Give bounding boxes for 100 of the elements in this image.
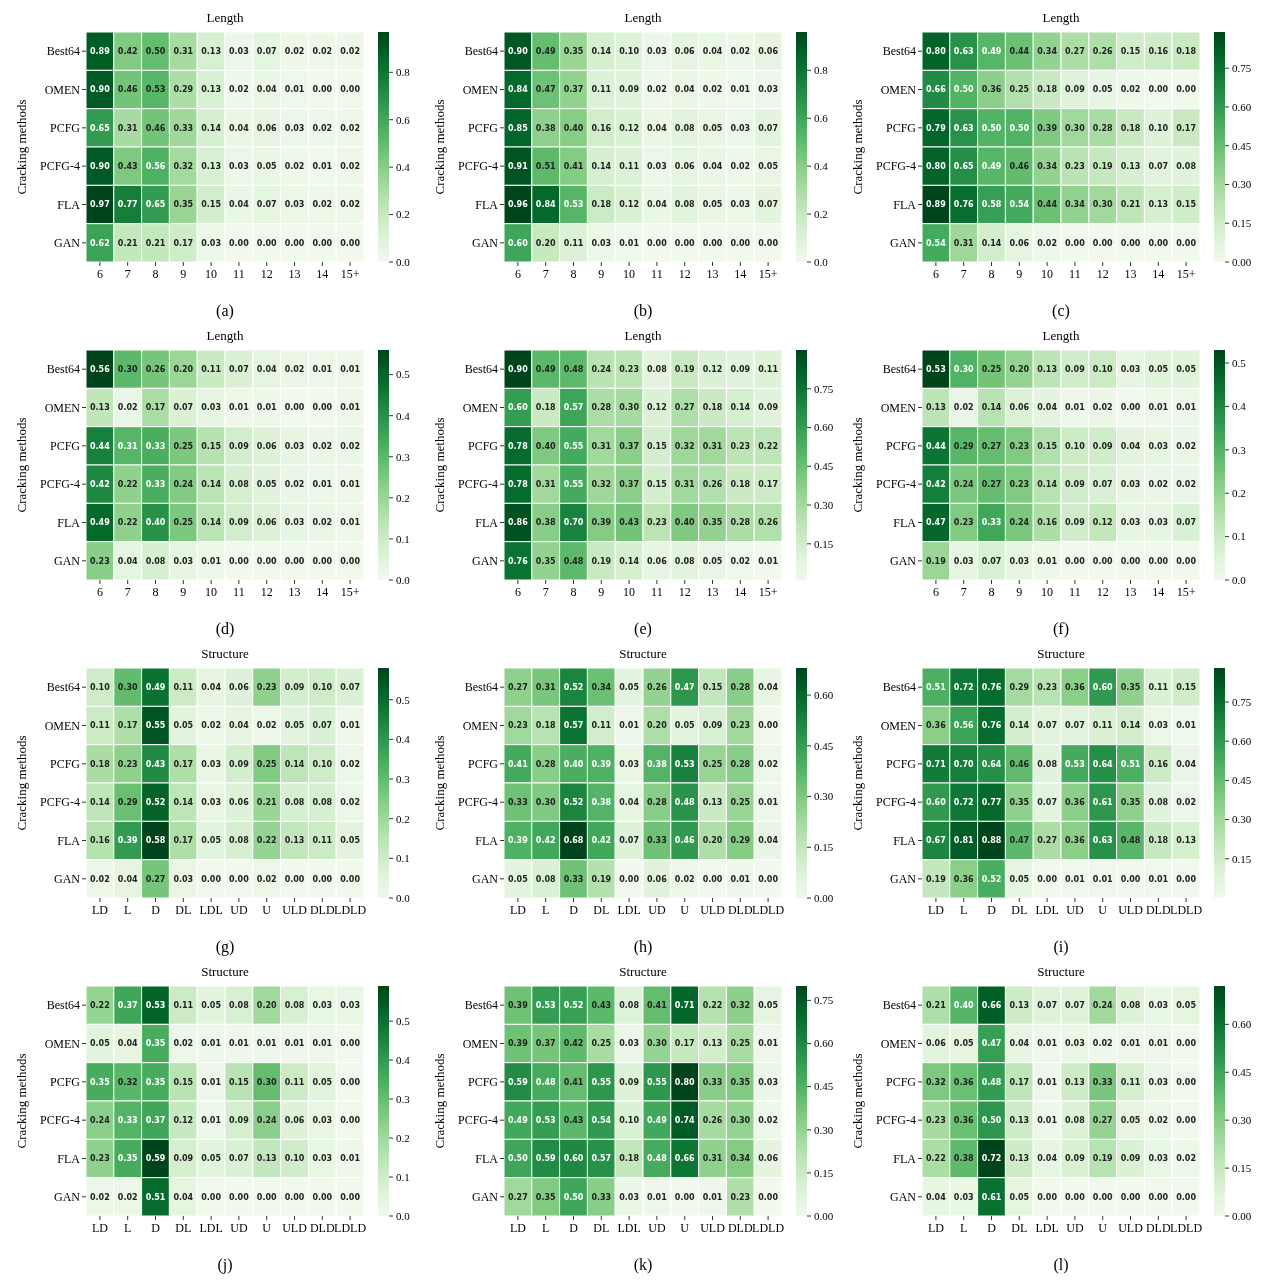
data-label: 0.12 <box>702 364 723 374</box>
data-label: 0.38 <box>591 797 612 807</box>
color-bar-label: 0.0 <box>396 255 411 268</box>
data-label: 0.01 <box>340 479 361 489</box>
color-bar-label: 0.75 <box>814 382 834 395</box>
y-tick-label: OMEN <box>880 400 917 415</box>
y-tick-label: GAN <box>890 872 917 887</box>
y-axis-title: Cracking methods <box>432 99 447 195</box>
data-label: 0.09 <box>1065 364 1086 374</box>
text: (j) <box>217 1256 233 1274</box>
data-label: 0.07 <box>1065 1000 1085 1010</box>
data-label: 0.02 <box>284 364 305 374</box>
data-label: 0.51 <box>926 682 947 692</box>
data-label: 0.34 <box>730 1154 751 1164</box>
data-label: 0.59 <box>145 1154 166 1164</box>
data-label: 0.09 <box>758 403 779 413</box>
data-label: 0.71 <box>926 759 947 769</box>
data-label: 0.05 <box>1092 85 1113 95</box>
data-label: 0.78 <box>508 479 529 489</box>
data-label: 0.01 <box>730 874 751 884</box>
color-bar-label: 0.8 <box>814 64 829 77</box>
data-label: 0.41 <box>563 161 584 171</box>
data-label: 0.31 <box>117 123 138 133</box>
data-label: 0.20 <box>535 238 556 248</box>
x-tick-label: 13 <box>288 585 301 599</box>
data-label: 0.06 <box>1009 238 1030 248</box>
data-label: 0.06 <box>1009 403 1030 413</box>
data-label: 0.42 <box>563 1039 584 1049</box>
data-label: 0.60 <box>508 238 529 248</box>
data-label: 0.11 <box>201 364 222 374</box>
color-bar-label: 0.00 <box>1232 1209 1252 1222</box>
data-label: 0.28 <box>730 518 751 528</box>
data-label: 0.04 <box>1009 1039 1030 1049</box>
data-label: 0.02 <box>1148 479 1169 489</box>
x-tick-label: 10 <box>205 267 218 281</box>
text: (b) <box>633 302 653 320</box>
color-bar-label: 0.3 <box>396 772 411 785</box>
x-tick-label: 7 <box>960 585 967 599</box>
y-tick-label: Best64 <box>882 362 916 377</box>
data-label: 0.05 <box>619 682 640 692</box>
x-tick-label: LD <box>509 1221 527 1235</box>
data-label: 0.44 <box>1037 200 1058 210</box>
data-label: 0.00 <box>1120 403 1141 413</box>
data-label: 0.11 <box>312 836 333 846</box>
data-label: 0.13 <box>1176 836 1196 846</box>
x-tick-label: UD <box>230 1221 248 1235</box>
data-label: 0.02 <box>201 721 221 731</box>
data-label: 0.00 <box>1176 1192 1197 1202</box>
color-bar-label: 0.1 <box>396 532 410 545</box>
data-label: 0.00 <box>1120 1192 1141 1202</box>
data-label: 0.04 <box>117 1039 138 1049</box>
data-label: 0.57 <box>563 721 584 731</box>
data-label: 0.63 <box>1092 836 1113 846</box>
data-label: 0.00 <box>1120 238 1141 248</box>
x-tick-label: ULD <box>1118 903 1144 917</box>
text: (l) <box>1053 1256 1069 1274</box>
data-label: 0.01 <box>1065 874 1086 884</box>
data-label: 0.33 <box>591 1192 612 1202</box>
x-tick-label: 6 <box>96 267 103 281</box>
data-label: 0.50 <box>981 1115 1002 1125</box>
data-label: 0.49 <box>647 1115 668 1125</box>
x-tick-label: UD <box>1066 903 1084 917</box>
data-label: 0.09 <box>1065 518 1086 528</box>
text: (e) <box>634 620 652 638</box>
x-tick-label: 6 <box>932 267 939 281</box>
chart-title: Structure <box>619 646 668 661</box>
x-tick-label: LDL <box>617 903 641 917</box>
chart-title: Structure <box>619 964 668 979</box>
data-label: 0.06 <box>926 1039 947 1049</box>
data-label: 0.37 <box>619 479 639 489</box>
data-label: 0.85 <box>508 123 529 133</box>
y-tick-label: Best64 <box>46 44 80 59</box>
data-label: 0.24 <box>953 479 974 489</box>
data-label: 0.40 <box>563 759 584 769</box>
y-axis-title: Cracking methods <box>432 735 447 831</box>
data-label: 0.01 <box>1092 874 1113 884</box>
data-label: 0.16 <box>1148 46 1169 56</box>
data-label: 0.03 <box>201 238 221 248</box>
data-label: 0.13 <box>702 797 723 807</box>
data-label: 0.39 <box>1037 123 1058 133</box>
data-label: 0.38 <box>647 759 668 769</box>
data-label: 0.18 <box>619 1154 640 1164</box>
chart-title: Length <box>624 10 662 25</box>
y-tick-label: OMEN <box>462 1036 499 1051</box>
data-label: 0.00 <box>312 556 333 566</box>
data-label: 0.57 <box>563 403 584 413</box>
data-label: 0.01 <box>340 403 361 413</box>
data-label: 0.60 <box>1092 682 1113 692</box>
data-label: 0.24 <box>1092 1000 1113 1010</box>
data-label: 0.44 <box>926 441 947 451</box>
data-label: 0.03 <box>1120 364 1141 374</box>
data-label: 0.02 <box>312 200 333 210</box>
y-tick-label: PCFG <box>467 757 499 772</box>
data-label: 0.02 <box>340 46 360 56</box>
x-tick-label: 11 <box>651 267 663 281</box>
data-label: 0.63 <box>953 123 974 133</box>
data-label: 0.03 <box>1120 479 1141 489</box>
data-label: 0.51 <box>535 161 556 171</box>
data-label: 0.47 <box>1009 836 1030 846</box>
data-label: 0.15 <box>1176 682 1197 692</box>
